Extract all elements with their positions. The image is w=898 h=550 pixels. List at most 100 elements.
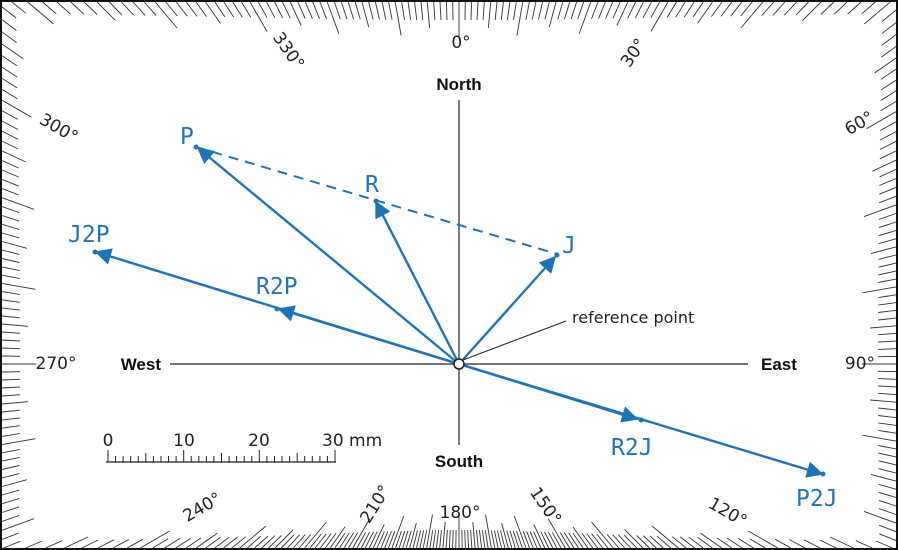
compass-tick bbox=[716, 537, 733, 549]
compass-tick bbox=[544, 531, 554, 549]
compass-tick bbox=[881, 46, 897, 58]
compass-tick bbox=[863, 204, 897, 218]
compass-tick bbox=[874, 57, 897, 74]
compass-tick bbox=[298, 534, 312, 549]
compass-tick bbox=[563, 1, 571, 20]
compass-tick bbox=[1, 19, 17, 31]
compass-tick bbox=[409, 522, 417, 549]
compass-tick bbox=[249, 1, 268, 32]
compass-tick bbox=[559, 532, 570, 549]
compass-tick bbox=[720, 1, 733, 17]
compass-tick bbox=[214, 536, 230, 549]
degree-label-270: 270° bbox=[36, 354, 77, 374]
compass-tick bbox=[1, 78, 18, 89]
compass-tick bbox=[870, 399, 897, 403]
compass-tick bbox=[445, 1, 448, 21]
compass-tick bbox=[878, 302, 897, 306]
east-label: East bbox=[761, 355, 797, 374]
compass-tick bbox=[432, 530, 437, 549]
compass-tick bbox=[533, 531, 542, 549]
compass-tick bbox=[1, 339, 21, 342]
compass-tick bbox=[683, 1, 695, 18]
compass-tick bbox=[671, 536, 687, 549]
compass-tick bbox=[464, 529, 466, 549]
compass-tick bbox=[879, 524, 897, 533]
compass-tick bbox=[656, 535, 671, 549]
compass-tick bbox=[1, 43, 24, 60]
compass-tick bbox=[878, 221, 897, 229]
compass-tick bbox=[548, 1, 557, 28]
compass-tick bbox=[1, 6, 17, 19]
compass-tick bbox=[1, 307, 20, 311]
compass-tick bbox=[384, 531, 392, 549]
compass-tick bbox=[506, 1, 511, 20]
compass-tick bbox=[870, 325, 897, 329]
dot-r2p bbox=[274, 306, 280, 312]
dot-p2j bbox=[820, 471, 826, 477]
compass-tick bbox=[164, 538, 181, 549]
compass-tick bbox=[1, 473, 20, 479]
compass-tick bbox=[481, 530, 486, 549]
dot-j2p bbox=[92, 249, 98, 255]
compass-tick bbox=[878, 317, 897, 321]
compass-tick bbox=[516, 530, 523, 549]
compass-tick bbox=[878, 445, 897, 450]
compass-tick bbox=[1, 299, 20, 303]
compass-tick bbox=[878, 262, 897, 268]
compass-tick bbox=[185, 537, 202, 549]
compass-tick bbox=[878, 491, 897, 499]
compass-tick bbox=[381, 1, 387, 20]
compass-tick bbox=[394, 1, 402, 36]
compass-tick bbox=[309, 533, 322, 549]
compass-tick bbox=[426, 514, 433, 549]
compass-tick bbox=[347, 1, 355, 20]
compass-tick bbox=[1, 465, 20, 470]
compass-tick bbox=[879, 150, 897, 160]
compass-tick bbox=[27, 1, 54, 25]
compass-tick bbox=[287, 534, 301, 549]
compass-tick bbox=[56, 1, 71, 15]
compass-tick bbox=[880, 68, 897, 80]
compass-tick bbox=[1, 401, 28, 405]
compass-tick bbox=[314, 533, 327, 549]
compass-tick bbox=[1, 160, 19, 169]
compass-tick bbox=[470, 529, 473, 549]
compass-tick bbox=[513, 1, 517, 20]
compass-tick bbox=[516, 1, 524, 36]
compass-tick bbox=[25, 540, 43, 549]
compass-tick bbox=[866, 111, 897, 130]
compass-tick bbox=[261, 535, 276, 549]
compass-tick bbox=[540, 531, 550, 549]
compass-tick bbox=[881, 22, 897, 35]
compass-tick bbox=[1, 232, 20, 239]
compass-tick bbox=[1, 206, 20, 213]
compass-tick bbox=[880, 90, 897, 101]
compass-tick bbox=[1, 140, 19, 150]
compass-tick bbox=[877, 378, 897, 380]
compass-tick bbox=[879, 186, 897, 195]
dot-p bbox=[193, 144, 199, 150]
compass-tick bbox=[435, 530, 440, 549]
compass-tick bbox=[870, 246, 897, 255]
compass-tick bbox=[509, 530, 516, 549]
compass-tick bbox=[121, 1, 135, 16]
compass-tick bbox=[1, 99, 32, 118]
compass-tick bbox=[650, 1, 669, 32]
compass-tick bbox=[402, 530, 409, 549]
compass-tick bbox=[448, 529, 451, 549]
compass-tick bbox=[878, 254, 897, 260]
compass-tick bbox=[862, 286, 897, 294]
compass-tick bbox=[152, 538, 169, 549]
compass-tick bbox=[879, 140, 897, 150]
compass-tick bbox=[257, 1, 268, 18]
compass-tick bbox=[1, 425, 20, 429]
compass-tick bbox=[642, 535, 657, 549]
compass-tick bbox=[697, 1, 713, 24]
dot-r bbox=[373, 198, 379, 204]
compass-tick bbox=[692, 1, 704, 18]
compass-tick bbox=[680, 536, 695, 549]
compass-tick bbox=[319, 1, 327, 19]
compass-tick bbox=[802, 1, 822, 21]
compass-tick bbox=[577, 1, 585, 20]
